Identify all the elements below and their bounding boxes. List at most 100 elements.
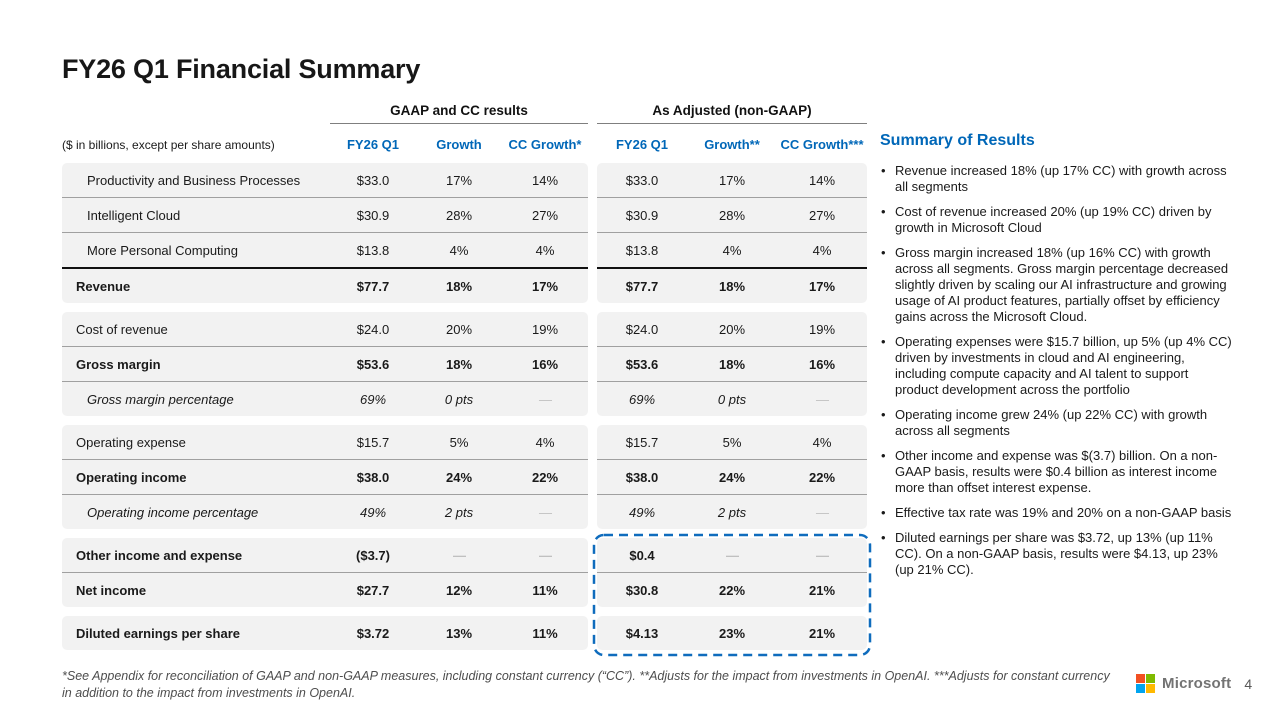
table-row-nongaap: $13.8 4% 4% <box>597 232 867 267</box>
cell-value: — <box>539 547 552 563</box>
group-underline-gaap <box>330 123 588 124</box>
col-header-nongaap-1: Growth** <box>704 137 760 152</box>
cell-value: $33.0 <box>356 172 390 188</box>
cell-value: $0.4 <box>629 547 655 563</box>
financial-table-groups: Productivity and Business Processes $33.0… <box>62 163 874 650</box>
row-label: Diluted earnings per share <box>76 625 240 641</box>
table-row-nongaap: $0.4 — — <box>597 538 867 572</box>
page-title: FY26 Q1 Financial Summary <box>62 54 421 84</box>
cell-value: 4% <box>812 434 832 450</box>
cell-value: $77.7 <box>356 278 390 294</box>
table-row-nongaap: $38.0 24% 22% <box>597 459 867 494</box>
logo-square-green <box>1146 674 1155 683</box>
cell-value: 4% <box>449 242 469 258</box>
row-label: Gross margin <box>76 356 161 372</box>
row-label: Intelligent Cloud <box>87 207 181 223</box>
summary-panel: Summary of Results Revenue increased 18%… <box>880 132 1234 587</box>
table-row-nongaap: $15.7 5% 4% <box>597 425 867 459</box>
cell-value: 18% <box>445 278 473 294</box>
table-group: Cost of revenue $24.0 20% 19% Gross margin $5… <box>62 312 874 416</box>
nongaap-block: $24.0 20% 19% $53.6 18% 16% 69% 0 pts — <box>597 312 867 416</box>
table-group: Diluted earnings per share $3.72 13% 11% $4.… <box>62 616 874 650</box>
cell-value: 49% <box>359 504 387 520</box>
cell-value: 2 pts <box>444 504 474 520</box>
row-label: Productivity and Business Processes <box>87 172 301 188</box>
cell-value: ($3.7) <box>356 547 390 563</box>
cell-value: $27.7 <box>356 582 390 598</box>
row-label: Other income and expense <box>76 547 243 563</box>
cell-value: 5% <box>449 434 469 450</box>
table-row: Net income $27.7 12% 11% <box>62 572 588 607</box>
cell-value: 4% <box>535 242 555 258</box>
cell-value: 22% <box>808 469 836 485</box>
col-header-nongaap-2: CC Growth*** <box>780 137 864 152</box>
summary-bullet: Gross margin increased 18% (up 16% CC) w… <box>880 245 1234 325</box>
col-header-gaap-0: FY26 Q1 <box>346 137 400 152</box>
cell-value: 27% <box>531 207 559 223</box>
col-header-gaap-2: CC Growth* <box>508 137 582 152</box>
cell-value: 12% <box>445 582 473 598</box>
cell-value: 13% <box>445 625 473 641</box>
cell-value: $13.8 <box>625 242 659 258</box>
cell-value: 28% <box>718 207 746 223</box>
cell-value: 5% <box>722 434 742 450</box>
cell-value: 22% <box>531 469 559 485</box>
table-row: Operating income $38.0 24% 22% <box>62 459 588 494</box>
cell-value: — <box>539 391 552 407</box>
table-row: Operating expense $15.7 5% 4% <box>62 425 588 459</box>
table-group: Other income and expense ($3.7) — — Net inco… <box>62 538 874 607</box>
row-label: Cost of revenue <box>76 321 168 337</box>
cell-value: 4% <box>535 434 555 450</box>
cell-value: — <box>539 504 552 520</box>
table-row-nongaap: $4.13 23% 21% <box>597 616 867 650</box>
nongaap-block: $0.4 — — $30.8 22% 21% <box>597 538 867 607</box>
group-underline-nongaap <box>597 123 867 124</box>
table-row: Other income and expense ($3.7) — — <box>62 538 588 572</box>
cell-value: $13.8 <box>356 242 390 258</box>
cell-value: 20% <box>718 321 746 337</box>
table-row-nongaap: $33.0 17% 14% <box>597 163 867 197</box>
logo-square-blue <box>1136 684 1145 693</box>
table-row-nongaap: $53.6 18% 16% <box>597 346 867 381</box>
table-row-nongaap: 49% 2 pts — <box>597 494 867 529</box>
summary-bullet: Operating expenses were $15.7 billion, u… <box>880 334 1234 398</box>
cell-value: — <box>816 547 829 563</box>
nongaap-block: $33.0 17% 14% $30.9 28% 27% $13.8 4% 4% $77.7 18% 1… <box>597 163 867 303</box>
row-label: More Personal Computing <box>87 242 239 258</box>
table-row-nongaap: $30.9 28% 27% <box>597 197 867 232</box>
cell-value: 4% <box>722 242 742 258</box>
cell-value: 19% <box>808 321 836 337</box>
summary-bullet: Diluted earnings per share was $3.72, up… <box>880 530 1234 578</box>
cell-value: 49% <box>628 504 656 520</box>
footnote: *See Appendix for reconciliation of GAAP… <box>62 669 1110 700</box>
row-label: Revenue <box>76 278 131 294</box>
group-header-nongaap: As Adjusted (non-GAAP) <box>652 103 812 118</box>
gaap-block: Diluted earnings per share $3.72 13% 11% <box>62 616 588 650</box>
table-caption: ($ in billions, except per share amounts… <box>62 138 275 152</box>
cell-value: $30.9 <box>625 207 659 223</box>
summary-bullet: Cost of revenue increased 20% (up 19% CC… <box>880 204 1234 236</box>
cell-value: 16% <box>531 356 559 372</box>
table-group: Operating expense $15.7 5% 4% Operating inco… <box>62 425 874 529</box>
cell-value: 16% <box>808 356 836 372</box>
cell-value: — <box>726 547 739 563</box>
cell-value: 69% <box>359 391 387 407</box>
gaap-block: Operating expense $15.7 5% 4% Operating inco… <box>62 425 588 529</box>
microsoft-wordmark: Microsoft <box>1162 675 1232 692</box>
row-label: Operating expense <box>76 434 186 450</box>
table-row: Productivity and Business Processes $33.0… <box>62 163 588 197</box>
table-row-nongaap: 69% 0 pts — <box>597 381 867 416</box>
table-row: Gross margin percentage 69% 0 pts — <box>62 381 588 416</box>
cell-value: 28% <box>445 207 473 223</box>
cell-value: 0 pts <box>444 391 474 407</box>
summary-bullets: Revenue increased 18% (up 17% CC) with g… <box>880 163 1234 578</box>
col-header-nongaap-0: FY26 Q1 <box>615 137 669 152</box>
summary-bullet: Revenue increased 18% (up 17% CC) with g… <box>880 163 1234 195</box>
page-number: 4 <box>1244 675 1253 692</box>
cell-value: $77.7 <box>625 278 659 294</box>
cell-value: $33.0 <box>625 172 659 188</box>
cell-value: 14% <box>531 172 559 188</box>
cell-value: 19% <box>531 321 559 337</box>
row-label: Operating income percentage <box>87 504 259 520</box>
